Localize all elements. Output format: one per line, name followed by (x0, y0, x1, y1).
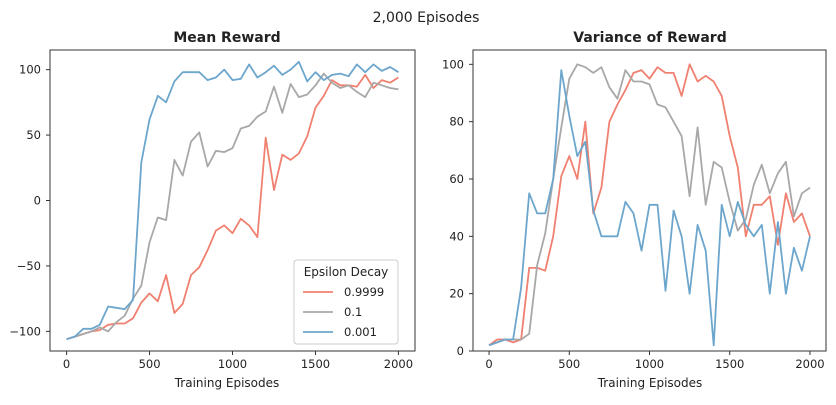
variance-reward-chart: Variance of Reward 0 500 1000 1500 2000 0 20 40… (442, 30, 827, 390)
series-line-0.1 (66, 72, 399, 341)
ytick-label: 20 (449, 287, 464, 301)
xtick-label: 1500 (715, 357, 744, 371)
series-line-0.1 (488, 63, 811, 347)
legend-frame (293, 259, 399, 345)
variance-reward-title: Variance of Reward (573, 30, 726, 46)
xtick-label: 2000 (384, 357, 413, 371)
xtick-label: 1000 (635, 357, 664, 371)
mean-reward-title: Mean Reward (173, 30, 280, 46)
ytick-label: 100 (19, 63, 41, 77)
series-line-0.9999 (66, 74, 399, 341)
variance-reward-xlabel: Training Episodes (597, 376, 703, 390)
legend: Epsilon Decay 0.9999 0.1 0.001 (293, 259, 399, 345)
mean-reward-xlabel: Training Episodes (174, 376, 280, 390)
xtick-label: 1000 (218, 357, 247, 371)
ytick-label: 0 (34, 194, 41, 208)
xtick-label: 500 (558, 357, 580, 371)
legend-label-0.001: 0.001 (344, 325, 377, 339)
mean-reward-lines (66, 60, 399, 341)
figure-suptitle: 2,000 Episodes (373, 10, 480, 26)
ytick-label: 60 (449, 172, 464, 186)
ytick-label: 0 (457, 344, 464, 358)
xtick-label: 2000 (795, 357, 824, 371)
mean-reward-ticks: 0 500 1000 1500 2000 −100 −50 0 50 100 (9, 63, 413, 371)
ytick-label: −50 (17, 259, 41, 273)
xtick-label: 0 (63, 357, 70, 371)
xtick-label: 1500 (301, 357, 330, 371)
series-line-0.001 (66, 60, 399, 341)
ytick-label: −100 (9, 324, 41, 338)
xtick-label: 0 (485, 357, 492, 371)
variance-reward-lines (488, 63, 811, 347)
series-line-0.9999 (488, 63, 811, 347)
legend-label-0.9999: 0.9999 (344, 285, 384, 299)
mean-reward-chart: Mean Reward 0 500 1000 1500 2000 −100 −50 0 50 10… (9, 30, 416, 390)
xtick-label: 500 (139, 357, 161, 371)
series-line-0.001 (488, 69, 811, 347)
ytick-label: 80 (449, 115, 464, 129)
legend-label-0.1: 0.1 (344, 305, 362, 319)
ytick-label: 50 (26, 128, 41, 142)
variance-reward-plot-frame (472, 49, 827, 352)
legend-title: Epsilon Decay (304, 265, 389, 279)
ytick-label: 40 (449, 229, 464, 243)
variance-reward-ticks: 0 500 1000 1500 2000 0 20 40 60 80 100 (442, 57, 825, 371)
mean-reward-plot-frame (49, 49, 416, 352)
ytick-label: 100 (442, 57, 464, 71)
